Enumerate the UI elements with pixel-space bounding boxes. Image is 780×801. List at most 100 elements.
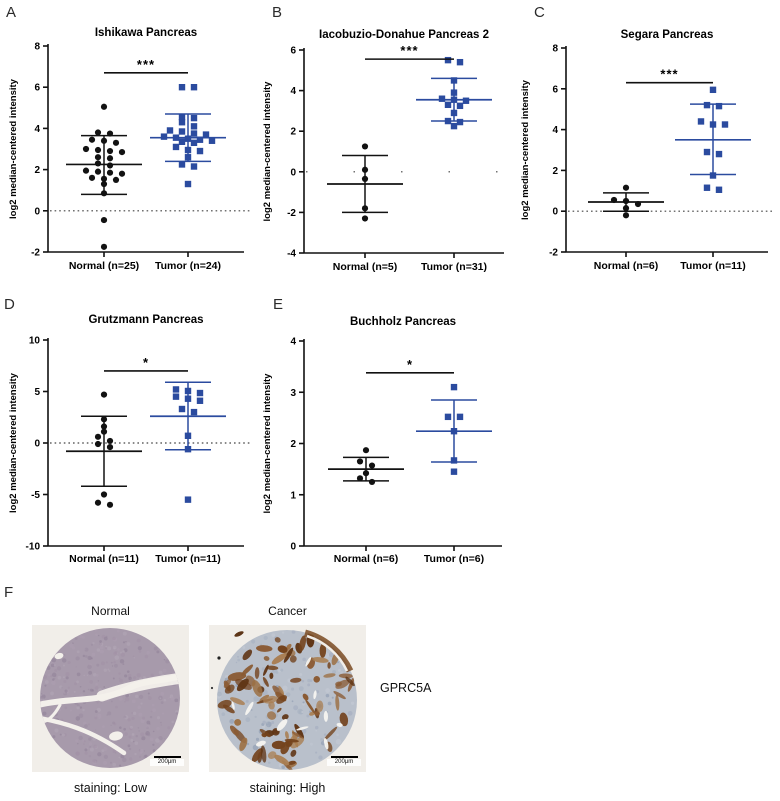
panel-c-chart: Segara Pancreas log2 median-centered inte…	[520, 29, 774, 272]
gene-label: GPRC5A	[380, 681, 432, 695]
x-axis: Normal (n=11) Tumor (n=11)	[48, 545, 244, 565]
svg-text:8: 8	[552, 44, 558, 55]
x-axis: Normal (n=6) Tumor (n=6)	[304, 545, 502, 565]
panel-a: A Ishikawa Pancreas log2 median-centered …	[4, 2, 254, 284]
chart-title: Grutzmann Pancreas	[88, 314, 203, 326]
group-stats	[416, 399, 492, 463]
svg-text:*: *	[407, 357, 413, 372]
significance: *	[366, 357, 454, 374]
svg-text:2: 2	[552, 166, 558, 177]
svg-text:0: 0	[290, 167, 296, 178]
y-axis: 8 6 4 2 0 -2	[549, 44, 567, 259]
group-stats	[588, 192, 664, 212]
panel-c-letter: C	[534, 4, 545, 21]
tissue-normal-body	[40, 628, 180, 768]
svg-text:4: 4	[290, 86, 296, 97]
svg-text:***: ***	[400, 43, 418, 58]
svg-text:8: 8	[34, 42, 40, 53]
group-tumor	[416, 383, 492, 475]
svg-text:4: 4	[34, 124, 40, 135]
group-stats	[675, 103, 751, 176]
x-axis: Normal (n=6) Tumor (n=11)	[566, 251, 768, 272]
group-normal	[588, 184, 664, 219]
group-stats	[416, 77, 492, 122]
chart-title: Buchholz Pancreas	[350, 316, 456, 328]
svg-text:0: 0	[552, 207, 558, 218]
svg-text:Tumor (n=11): Tumor (n=11)	[680, 260, 745, 272]
svg-text:***: ***	[660, 67, 678, 82]
x-axis: Normal (n=5) Tumor (n=31)	[304, 252, 504, 273]
y-axis-label: log2 median-centered intensity	[520, 79, 531, 220]
svg-text:Tumor (n=24): Tumor (n=24)	[155, 260, 221, 272]
panel-d: D Grutzmann Pancreas log2 median-centered…	[4, 290, 254, 580]
y-axis-label: log2 median-centered intensity	[262, 373, 273, 514]
ihc-normal-title: Normal	[91, 604, 130, 618]
group-stats	[150, 113, 226, 163]
svg-text:10: 10	[29, 336, 41, 347]
panel-b: B Iacobuzio-Donahue Pancreas 2 log2 media…	[258, 2, 514, 284]
group-normal	[66, 391, 142, 508]
y-axis: 4 3 2 1 0	[290, 337, 305, 553]
ihc-cancer-caption: staining: High	[249, 781, 326, 795]
svg-text:-2: -2	[549, 248, 558, 259]
ihc-cancer-tissue-svg	[209, 625, 366, 772]
group-normal	[327, 143, 403, 222]
svg-text:Normal (n=6): Normal (n=6)	[594, 260, 658, 272]
svg-text:-4: -4	[287, 249, 296, 260]
svg-text:Tumor (n=6): Tumor (n=6)	[424, 553, 484, 565]
svg-text:Normal (n=25): Normal (n=25)	[69, 260, 139, 272]
panel-b-chart: Iacobuzio-Donahue Pancreas 2 log2 median-…	[262, 29, 510, 273]
svg-text:1: 1	[290, 490, 296, 501]
svg-text:4: 4	[290, 337, 296, 348]
y-axis-label: log2 median-centered intensity	[8, 372, 19, 513]
svg-text:Normal (n=11): Normal (n=11)	[69, 553, 139, 565]
svg-text:6: 6	[290, 46, 296, 57]
panel-b-letter: B	[272, 4, 283, 21]
panel-d-chart: Grutzmann Pancreas log2 median-centered i…	[8, 314, 250, 565]
group-stats	[66, 415, 142, 488]
panel-f: F Normal 200μm staining: Low Cancer 200μ…	[0, 578, 780, 801]
scalebar-normal: 200μm	[150, 755, 184, 766]
group-stats	[66, 134, 142, 196]
svg-text:0: 0	[34, 206, 40, 217]
group-stats	[150, 381, 226, 451]
svg-text:-2: -2	[287, 208, 296, 219]
ihc-normal-tissue-svg	[32, 625, 189, 772]
tissue-fragment-arc	[303, 629, 354, 673]
svg-text:2: 2	[34, 165, 40, 176]
panel-e-chart: Buchholz Pancreas log2 median-centered in…	[262, 316, 502, 565]
svg-text:6: 6	[34, 83, 40, 94]
group-tumor	[150, 381, 226, 503]
group-normal	[328, 447, 404, 486]
svg-text:2: 2	[290, 127, 296, 138]
scalebar-line	[153, 755, 181, 758]
svg-text:4: 4	[552, 125, 558, 136]
y-axis-label: log2 median-centered intensity	[8, 78, 19, 219]
svg-text:2: 2	[290, 439, 296, 450]
significance: ***	[365, 43, 454, 60]
svg-text:Normal (n=6): Normal (n=6)	[334, 553, 398, 565]
group-tumor	[416, 56, 492, 130]
group-tumor	[675, 86, 751, 193]
panel-a-chart: Ishikawa Pancreas log2 median-centered in…	[8, 27, 250, 272]
tissue-cancer-body	[217, 630, 357, 770]
svg-text:-5: -5	[31, 490, 40, 501]
y-axis-label: log2 median-centered intensity	[262, 81, 273, 222]
y-axis: 8 6 4 2 0 -2	[31, 42, 49, 259]
ihc-normal-image: 200μm	[32, 625, 189, 772]
panel-e: E Buchholz Pancreas log2 median-centered …	[258, 290, 514, 580]
significance: *	[104, 355, 188, 372]
panel-d-letter: D	[4, 296, 15, 313]
svg-text:-10: -10	[26, 542, 41, 553]
panel-f-letter: F	[4, 584, 14, 601]
scalebar-label: 200μm	[150, 759, 184, 766]
panel-e-letter: E	[273, 296, 284, 313]
svg-text:0: 0	[34, 439, 40, 450]
x-axis: Normal (n=25) Tumor (n=24)	[48, 251, 244, 272]
svg-text:***: ***	[137, 57, 155, 72]
ihc-cancer-image: 200μm	[209, 625, 366, 772]
significance: ***	[626, 67, 713, 84]
svg-text:Normal (n=5): Normal (n=5)	[333, 261, 397, 273]
group-tumor	[150, 84, 226, 188]
svg-text:6: 6	[552, 84, 558, 95]
